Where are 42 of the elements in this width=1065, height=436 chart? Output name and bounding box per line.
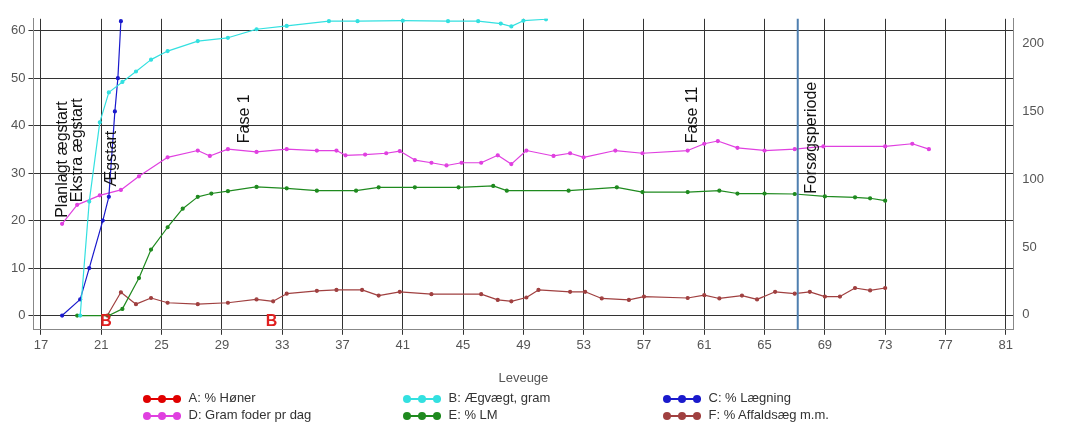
- annotation: B: [265, 312, 278, 330]
- x-tick-label: 77: [938, 337, 953, 353]
- x-tick-label: 17: [33, 337, 49, 353]
- annotation: Ægstart: [102, 130, 120, 187]
- annotation: Planlagt ægstart: [53, 100, 71, 218]
- x-tick-label: 73: [877, 337, 893, 353]
- y2-tick-label: 0: [1022, 306, 1030, 322]
- y2-tick-label: 50: [1022, 238, 1037, 254]
- x-tick-label: 49: [516, 337, 531, 353]
- x-tick-label: 33: [274, 337, 290, 353]
- x-tick-label: 37: [335, 337, 350, 353]
- y2-tick-label: 150: [1022, 102, 1045, 118]
- annotation: Fase 1: [234, 94, 252, 144]
- y-tick-label: 10: [10, 259, 26, 275]
- x-axis-title: Leveuge: [498, 369, 549, 385]
- x-tick-label: 57: [636, 337, 652, 353]
- ref-line-label: Forsøgsperiode: [802, 81, 820, 194]
- x-tick-label: 53: [576, 337, 591, 353]
- x-tick-label: 41: [395, 337, 411, 353]
- legend-label: B: Ægvægt, gram: [448, 390, 551, 405]
- legend-label: D: Gram foder pr dag: [188, 407, 312, 422]
- legend-label: C: % Lægning: [708, 390, 791, 405]
- annotation: Fase 11: [683, 86, 701, 144]
- x-tick-label: 25: [154, 337, 169, 353]
- x-tick-label: 45: [455, 337, 471, 353]
- y-tick-label: 30: [10, 164, 26, 180]
- y-tick-label: 20: [10, 212, 26, 228]
- legend-label: A: % Høner: [188, 390, 256, 405]
- y-tick-label: 60: [10, 22, 26, 38]
- x-tick-label: 21: [94, 337, 109, 353]
- x-tick-label: 81: [998, 337, 1014, 353]
- legend-label: F: % Affaldsæg m.m.: [708, 407, 829, 422]
- y2-tick-label: 200: [1022, 34, 1045, 50]
- y-tick-label: 0: [18, 307, 26, 323]
- legend-label: E: % LM: [448, 407, 498, 422]
- y2-tick-label: 100: [1022, 170, 1045, 186]
- y-tick-label: 50: [10, 69, 26, 85]
- y-tick-label: 40: [10, 117, 26, 133]
- x-tick-label: 61: [697, 337, 712, 353]
- x-tick-label: 65: [757, 337, 772, 353]
- x-tick-label: 29: [214, 337, 230, 353]
- x-tick-label: 69: [817, 337, 833, 353]
